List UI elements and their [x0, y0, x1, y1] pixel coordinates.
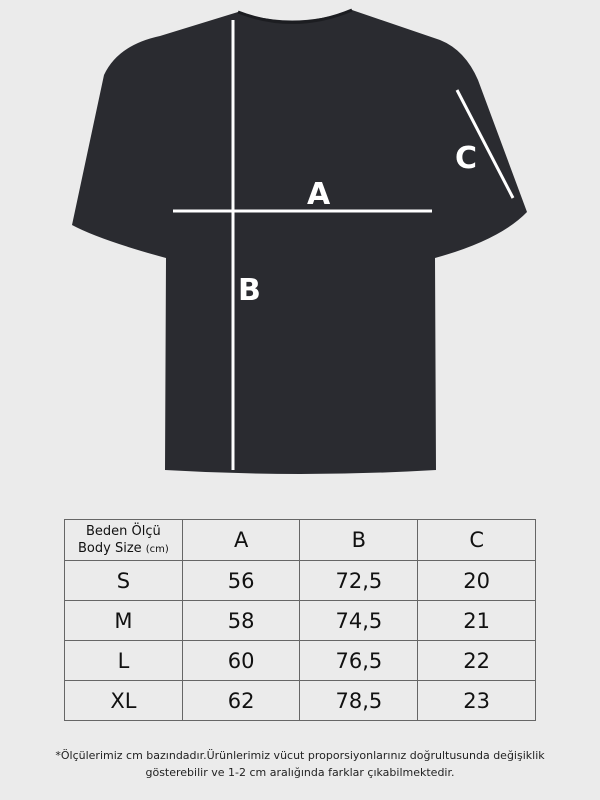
table-row: S 56 72,5 20 [64, 560, 536, 601]
header-unit: (cm) [145, 543, 169, 555]
tshirt-diagram: A B C [72, 8, 527, 474]
value-cell: 21 [417, 600, 536, 641]
label-b: B [238, 273, 261, 308]
tshirt-collar [237, 8, 353, 24]
value-cell: 78,5 [299, 680, 419, 721]
size-table: Beden Ölçü Body Size (cm) A B C S 56 72,… [64, 519, 536, 721]
header-col-b: B [299, 519, 419, 561]
value-cell: 74,5 [299, 600, 419, 641]
header-size-label: Beden Ölçü Body Size (cm) [64, 519, 183, 561]
table-header-row: Beden Ölçü Body Size (cm) A B C [64, 519, 536, 561]
value-cell: 62 [181, 680, 301, 721]
measure-line-c [455, 89, 515, 199]
size-cell: S [64, 560, 183, 601]
value-cell: 60 [181, 640, 301, 681]
value-cell: 20 [417, 560, 536, 601]
size-cell: M [64, 600, 183, 641]
header-label-en-text: Body Size [78, 540, 142, 556]
value-cell: 23 [417, 680, 536, 721]
footnote-line-2: gösterebilir ve 1-2 cm aralığında farkla… [145, 766, 455, 779]
label-c: C [455, 141, 477, 176]
value-cell: 22 [417, 640, 536, 681]
header-col-c: C [417, 519, 536, 561]
size-cell: XL [64, 680, 183, 721]
header-label-en: Body Size (cm) [65, 540, 182, 558]
value-cell: 72,5 [299, 560, 419, 601]
value-cell: 56 [181, 560, 301, 601]
tshirt-silhouette [72, 10, 527, 474]
value-cell: 76,5 [299, 640, 419, 681]
size-cell: L [64, 640, 183, 681]
header-col-a: A [181, 519, 301, 561]
table-row: L 60 76,5 22 [64, 640, 536, 681]
label-a: A [307, 177, 331, 212]
header-label-tr: Beden Ölçü [86, 523, 161, 539]
footnote: *Ölçülerimiz cm bazındadır.Ürünlerimiz v… [20, 747, 580, 781]
table-row: M 58 74,5 21 [64, 600, 536, 641]
value-cell: 58 [181, 600, 301, 641]
table-row: XL 62 78,5 23 [64, 680, 536, 721]
footnote-line-1: *Ölçülerimiz cm bazındadır.Ürünlerimiz v… [55, 749, 545, 762]
